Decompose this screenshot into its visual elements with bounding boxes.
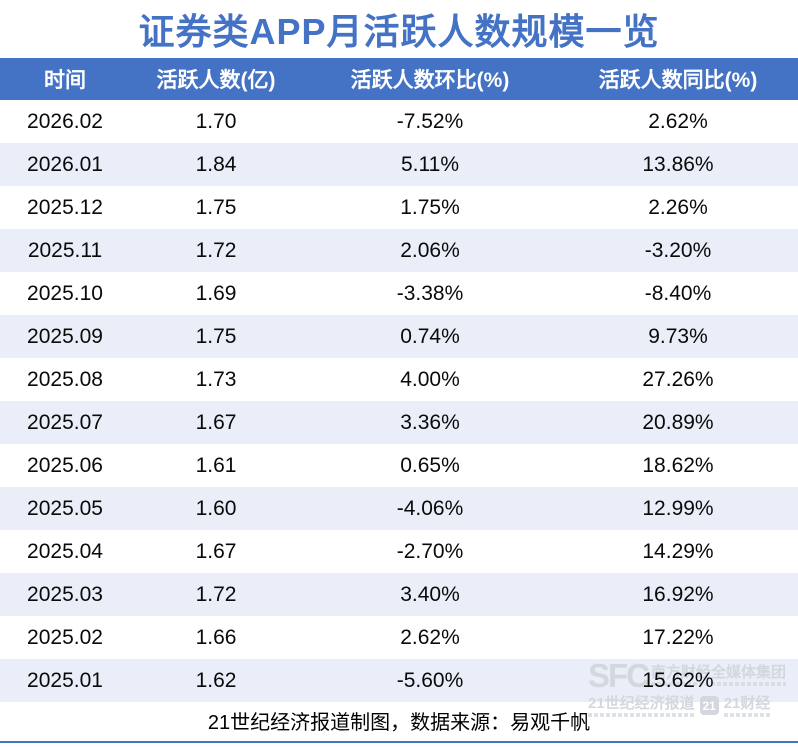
table-row: 2025.03 1.72 3.40% 16.92% <box>0 573 798 616</box>
bottom-rule <box>0 741 798 743</box>
time-cell: 2025.03 <box>27 582 103 606</box>
mau-cell: 1.62 <box>195 668 237 692</box>
mom-cell: 4.00% <box>400 367 460 391</box>
time-cell: 2025.07 <box>27 410 103 434</box>
time-cell: 2025.12 <box>27 195 103 219</box>
yoy-cell: 18.62% <box>642 453 714 477</box>
table-row: 2025.02 1.66 2.62% 17.22% <box>0 616 798 659</box>
mau-cell: 1.69 <box>195 281 237 305</box>
table-row: 2025.08 1.73 4.00% 27.26% <box>0 358 798 401</box>
col-header-time: 时间 <box>0 58 130 100</box>
mom-cell: 0.65% <box>400 453 460 477</box>
mau-cell: 1.75 <box>195 324 237 348</box>
yoy-cell: 9.73% <box>648 324 708 348</box>
mau-cell: 1.72 <box>195 582 237 606</box>
table-row: 2025.01 1.62 -5.60% 15.62% <box>0 659 798 702</box>
mau-cell: 1.72 <box>195 238 237 262</box>
yoy-cell: -8.40% <box>644 281 712 305</box>
mau-cell: 1.84 <box>195 152 237 176</box>
watermark-group-name: 南方财经全媒体集团 <box>651 664 787 681</box>
mom-cell: 5.11% <box>401 152 459 176</box>
sfc-watermark: SFC 南方财经全媒体集团 21世纪经济报道 21 21财经 <box>588 659 794 717</box>
mom-cell: -7.52% <box>396 109 464 133</box>
table-row: 2025.05 1.60 -4.06% 12.99% <box>0 487 798 530</box>
mau-cell: 1.75 <box>195 195 237 219</box>
yoy-cell: 2.26% <box>648 195 708 219</box>
mom-cell: 2.06% <box>400 238 460 262</box>
table-row: 2025.04 1.67 -2.70% 14.29% <box>0 530 798 573</box>
mom-cell: -4.06% <box>396 496 464 520</box>
mom-cell: 2.62% <box>400 625 460 649</box>
table-row: 2025.12 1.75 1.75% 2.26% <box>0 186 798 229</box>
table-row: 2025.09 1.75 0.74% 9.73% <box>0 315 798 358</box>
mau-cell: 1.70 <box>195 109 237 133</box>
time-cell: 2025.10 <box>27 281 103 305</box>
yoy-cell: 20.89% <box>642 410 714 434</box>
mom-cell: -3.38% <box>396 281 464 305</box>
sfc-logo-text: SFC <box>588 657 650 694</box>
yoy-cell: -3.20% <box>644 238 712 262</box>
time-cell: 2025.02 <box>27 625 103 649</box>
col-header-mau: 活跃人数(亿) <box>130 58 302 100</box>
time-cell: 2025.04 <box>27 539 103 563</box>
table-row: 2025.06 1.61 0.65% 18.62% <box>0 444 798 487</box>
yoy-cell: 14.29% <box>642 539 714 563</box>
mau-cell: 1.67 <box>195 539 237 563</box>
source-note: 21世纪经济报道制图，数据来源：易观千帆 <box>207 712 591 734</box>
yoy-cell: 17.22% <box>642 625 714 649</box>
yoy-cell: 12.99% <box>642 496 714 520</box>
table-header-row: 时间 活跃人数(亿) 活跃人数环比(%) 活跃人数同比(%) <box>0 58 798 100</box>
table-row: 2025.07 1.67 3.36% 20.89% <box>0 401 798 444</box>
time-cell: 2025.09 <box>27 324 103 348</box>
watermark-brand-21caijing: 21财经 <box>723 695 771 712</box>
mau-cell: 1.60 <box>195 496 237 520</box>
mom-cell: 1.75% <box>400 195 460 219</box>
col-header-yoy: 活跃人数同比(%) <box>558 58 798 100</box>
mau-cell: 1.73 <box>195 367 237 391</box>
yoy-cell: 15.62% <box>642 668 714 692</box>
watermark-microtext-decoration <box>651 682 787 686</box>
mau-cell: 1.67 <box>195 410 237 434</box>
watermark-microtext-decoration <box>723 713 771 717</box>
mom-cell: 3.36% <box>400 410 460 434</box>
col-header-mom: 活跃人数环比(%) <box>302 58 558 100</box>
time-cell: 2025.05 <box>27 496 103 520</box>
time-cell: 2025.08 <box>27 367 103 391</box>
mau-cell: 1.66 <box>195 625 237 649</box>
time-cell: 2026.02 <box>27 109 103 133</box>
time-cell: 2026.01 <box>27 152 103 176</box>
badge-21-icon: 21 <box>699 696 719 715</box>
yoy-cell: 13.86% <box>642 152 714 176</box>
page-title: 证券类APP月活跃人数规模一览 <box>138 11 660 52</box>
table-row: 2026.01 1.84 5.11% 13.86% <box>0 143 798 186</box>
watermark-microtext-decoration <box>588 713 695 717</box>
yoy-cell: 27.26% <box>642 367 714 391</box>
mau-cell: 1.61 <box>195 453 237 477</box>
yoy-cell: 2.62% <box>648 109 708 133</box>
mom-cell: 0.74% <box>400 324 460 348</box>
table-row: 2025.11 1.72 2.06% -3.20% <box>0 229 798 272</box>
mom-cell: 3.40% <box>400 582 460 606</box>
time-cell: 2025.11 <box>27 238 103 262</box>
table-body: 2026.02 1.70 -7.52% 2.62% 2026.01 1.84 5.11% 13… <box>0 100 798 702</box>
watermark-brand-21jingji-baodao: 21世纪经济报道 <box>588 695 695 712</box>
mom-cell: -5.60% <box>396 668 464 692</box>
table-row: 2025.10 1.69 -3.38% -8.40% <box>0 272 798 315</box>
time-cell: 2025.06 <box>27 453 103 477</box>
time-cell: 2025.01 <box>27 668 103 692</box>
table-row: 2026.02 1.70 -7.52% 2.62% <box>0 100 798 143</box>
yoy-cell: 16.92% <box>642 582 714 606</box>
mau-table: 时间 活跃人数(亿) 活跃人数环比(%) 活跃人数同比(%) 2026.02 1.… <box>0 58 798 702</box>
mom-cell: -2.70% <box>396 539 464 563</box>
